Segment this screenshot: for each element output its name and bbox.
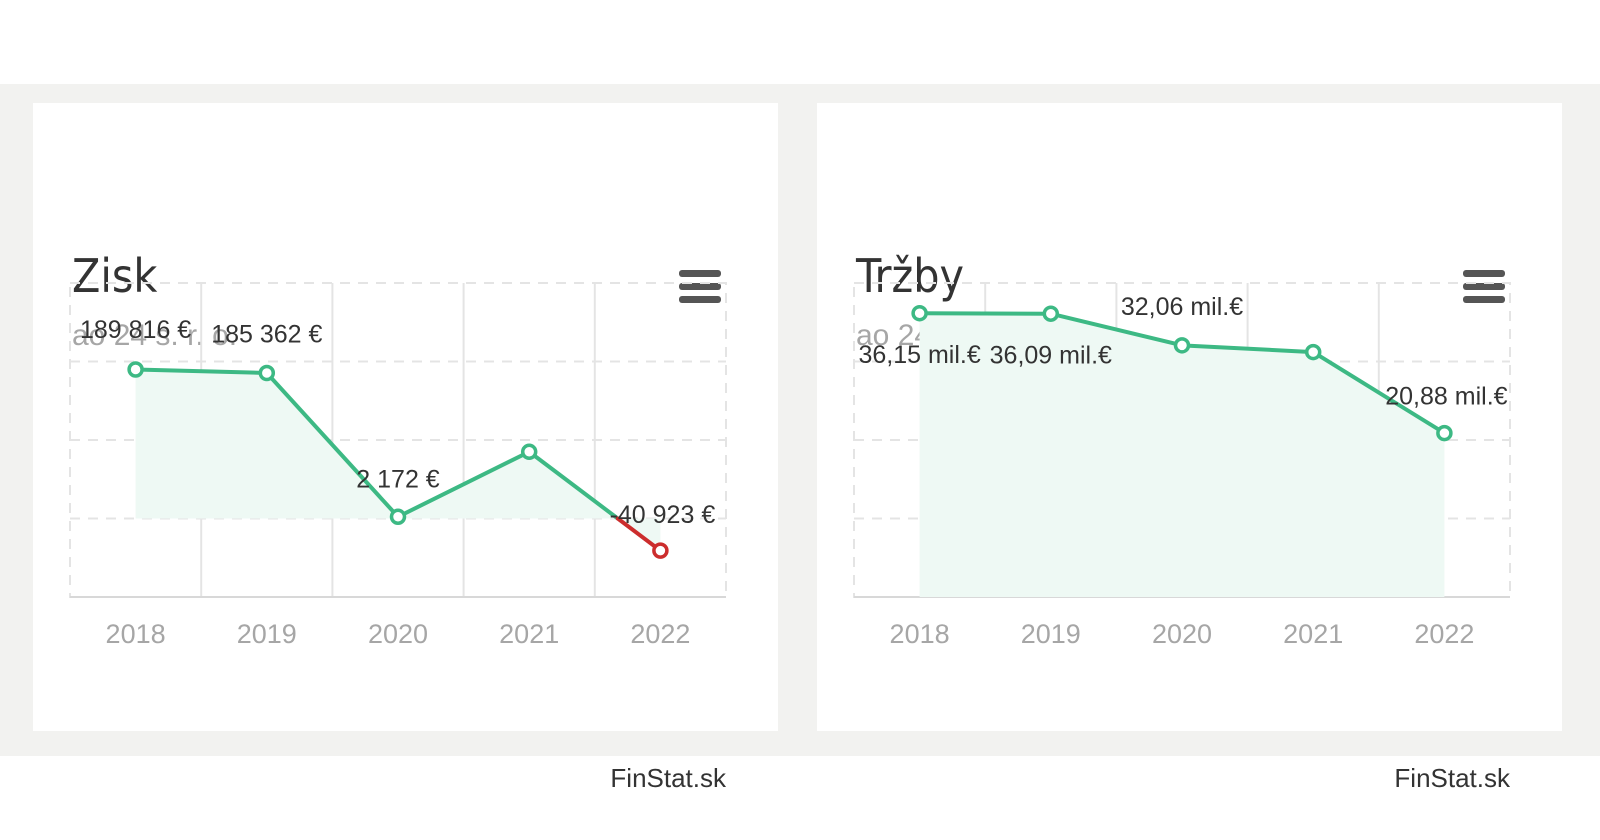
series-line-segment: [1311, 350, 1447, 436]
x-tick-label: 2021: [1283, 619, 1343, 649]
card-title: Tržby: [856, 249, 964, 303]
data-point: [258, 364, 276, 382]
x-tick-label: 2018: [890, 619, 950, 649]
x-tick-label: 2018: [106, 619, 166, 649]
series-line-segment: [264, 370, 400, 519]
data-label: 20,88 mil.€: [1385, 383, 1507, 411]
x-tick-label: 2019: [237, 619, 297, 649]
series-line-segment: [133, 367, 269, 375]
x-tick-label: 2021: [499, 619, 559, 649]
data-point: [1042, 305, 1060, 322]
data-label: 2 172 €: [356, 465, 440, 493]
revenue-line-chart: 36,15 mil.€ 2018 36,09 mil.€ 2019 32,06 mil.…: [853, 282, 1511, 649]
data-point: [389, 508, 407, 526]
series-area: [919, 313, 1445, 597]
data-point: [520, 443, 538, 461]
data-point: [1436, 424, 1453, 442]
data-point: [911, 304, 928, 322]
x-tick-label: 2019: [1021, 619, 1081, 649]
series-line-segment: [1180, 343, 1316, 355]
data-point: [127, 361, 144, 378]
x-tick-label: 2020: [1152, 619, 1212, 649]
profit-line-chart: 189 816 € 2018 185 362 € 2019 2 172 € 2020 202…: [69, 282, 727, 649]
data-point: [652, 542, 669, 559]
data-label: 185 362 €: [211, 321, 322, 349]
x-tick-label: 2022: [630, 619, 690, 649]
series-line-segment: [1048, 311, 1184, 348]
data-label: 36,15 mil.€: [858, 341, 980, 369]
data-label: 32,06 mil.€: [1121, 293, 1243, 321]
hamburger-menu-icon[interactable]: [679, 270, 721, 304]
hamburger-menu-icon[interactable]: [1463, 270, 1505, 304]
series-line-segment-negative: [615, 516, 663, 553]
series-line-segment: [527, 449, 620, 521]
data-label: -40 923 €: [610, 501, 716, 529]
revenue-chart-card: Tržby ao 24 s. r. o. 36,15 mil.€201836,0…: [817, 103, 1562, 791]
profit-chart-card: Zisk ao 24 s. r. o. 189 816 € 2018 185 362…: [33, 103, 778, 791]
finstat-credit-link[interactable]: FinStat.sk: [1394, 763, 1510, 793]
data-point: [1304, 343, 1322, 361]
data-label: 36,09 mil.€: [990, 341, 1112, 369]
x-tick-label: 2022: [1414, 619, 1474, 649]
x-tick-label: 2020: [368, 619, 428, 649]
series-line-segment: [396, 449, 532, 519]
data-point: [1173, 337, 1191, 354]
series-area: [135, 369, 661, 551]
finstat-credit-link[interactable]: FinStat.sk: [610, 763, 726, 793]
data-label: 189 816 €: [80, 316, 191, 344]
card-title: Zisk: [72, 249, 158, 303]
card-subtitle: ao 24 s. r. o.: [72, 319, 238, 352]
